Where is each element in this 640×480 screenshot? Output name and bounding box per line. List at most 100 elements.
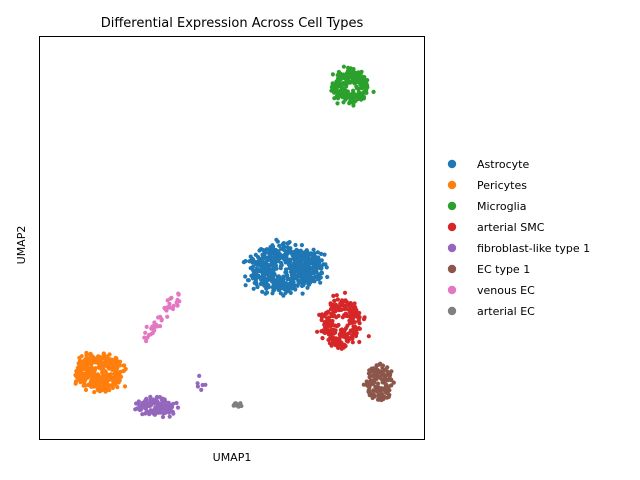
- data-point: [274, 237, 279, 242]
- data-point: [266, 285, 271, 290]
- data-point: [293, 274, 299, 279]
- data-point: [304, 266, 309, 271]
- data-point: [387, 393, 392, 398]
- data-point: [377, 397, 382, 402]
- data-point: [371, 89, 376, 94]
- data-point: [142, 335, 147, 340]
- legend-marker: [447, 180, 457, 190]
- data-point: [324, 265, 329, 270]
- legend-label: arterial EC: [477, 305, 535, 318]
- data-point: [83, 387, 89, 392]
- data-point: [75, 365, 80, 370]
- data-point: [243, 283, 248, 288]
- data-point: [288, 246, 293, 251]
- data-point: [157, 324, 163, 329]
- data-point: [143, 330, 148, 335]
- data-point: [92, 377, 98, 382]
- data-point: [261, 248, 266, 253]
- data-point: [200, 382, 205, 388]
- data-point: [278, 260, 284, 265]
- data-point: [281, 274, 286, 279]
- data-point: [102, 354, 107, 359]
- series-5: [361, 361, 396, 403]
- data-point: [341, 298, 346, 304]
- data-point: [302, 276, 307, 281]
- data-point: [326, 315, 331, 320]
- data-point: [352, 301, 357, 306]
- data-point: [330, 318, 335, 324]
- data-point: [133, 407, 138, 412]
- data-point: [74, 369, 79, 374]
- data-point: [329, 85, 334, 90]
- data-point: [374, 363, 379, 368]
- data-point: [323, 320, 328, 325]
- data-point: [86, 374, 91, 380]
- legend-label: Pericytes: [477, 179, 527, 192]
- data-point: [388, 370, 393, 375]
- data-point: [322, 313, 327, 318]
- data-point: [317, 275, 322, 280]
- data-point: [317, 312, 322, 317]
- data-point: [262, 274, 267, 279]
- data-point: [171, 411, 176, 416]
- data-point: [283, 267, 289, 272]
- data-point: [114, 357, 119, 362]
- data-point: [76, 361, 81, 366]
- data-point: [346, 314, 351, 319]
- data-point: [356, 73, 362, 78]
- data-point: [342, 306, 347, 312]
- data-point: [249, 273, 254, 278]
- data-point: [327, 322, 332, 327]
- data-point: [277, 252, 282, 257]
- data-point: [108, 361, 113, 366]
- data-point: [353, 313, 358, 319]
- data-point: [232, 402, 237, 407]
- data-point: [332, 298, 337, 303]
- data-point: [353, 328, 358, 333]
- legend-marker: [447, 222, 457, 232]
- data-point: [157, 395, 162, 400]
- data-point: [288, 257, 293, 262]
- data-point: [361, 382, 366, 387]
- data-point: [311, 263, 316, 268]
- data-point: [334, 293, 339, 298]
- legend-marker: [447, 201, 457, 211]
- data-point: [254, 275, 259, 280]
- data-point: [177, 299, 182, 304]
- legend-label: fibroblast-like type 1: [477, 242, 590, 255]
- series-3: [315, 290, 371, 351]
- data-point: [271, 288, 276, 293]
- data-point: [343, 95, 348, 100]
- data-point: [377, 388, 382, 393]
- data-point: [101, 383, 107, 388]
- data-point: [340, 74, 345, 79]
- data-point: [309, 252, 315, 257]
- data-point: [111, 376, 116, 381]
- series-7: [231, 401, 244, 409]
- data-point: [293, 242, 298, 248]
- data-point: [300, 262, 305, 267]
- data-point: [335, 101, 340, 106]
- data-point: [338, 331, 343, 336]
- data-point: [86, 383, 91, 388]
- data-point: [285, 241, 290, 246]
- data-point: [108, 364, 113, 369]
- data-point: [335, 83, 341, 88]
- data-point: [243, 274, 248, 279]
- data-point: [349, 309, 354, 314]
- data-point: [110, 367, 115, 372]
- data-point: [263, 291, 268, 296]
- data-point: [359, 69, 364, 74]
- data-point: [267, 251, 273, 256]
- data-point: [148, 408, 153, 413]
- data-point: [245, 278, 251, 283]
- data-point: [170, 306, 176, 312]
- x-axis-label: UMAP1: [213, 451, 252, 464]
- data-point: [167, 301, 172, 306]
- data-point: [311, 247, 316, 252]
- data-point: [315, 250, 320, 255]
- data-point: [335, 96, 341, 101]
- data-point: [299, 243, 304, 248]
- data-point: [357, 310, 362, 316]
- data-point: [350, 336, 355, 341]
